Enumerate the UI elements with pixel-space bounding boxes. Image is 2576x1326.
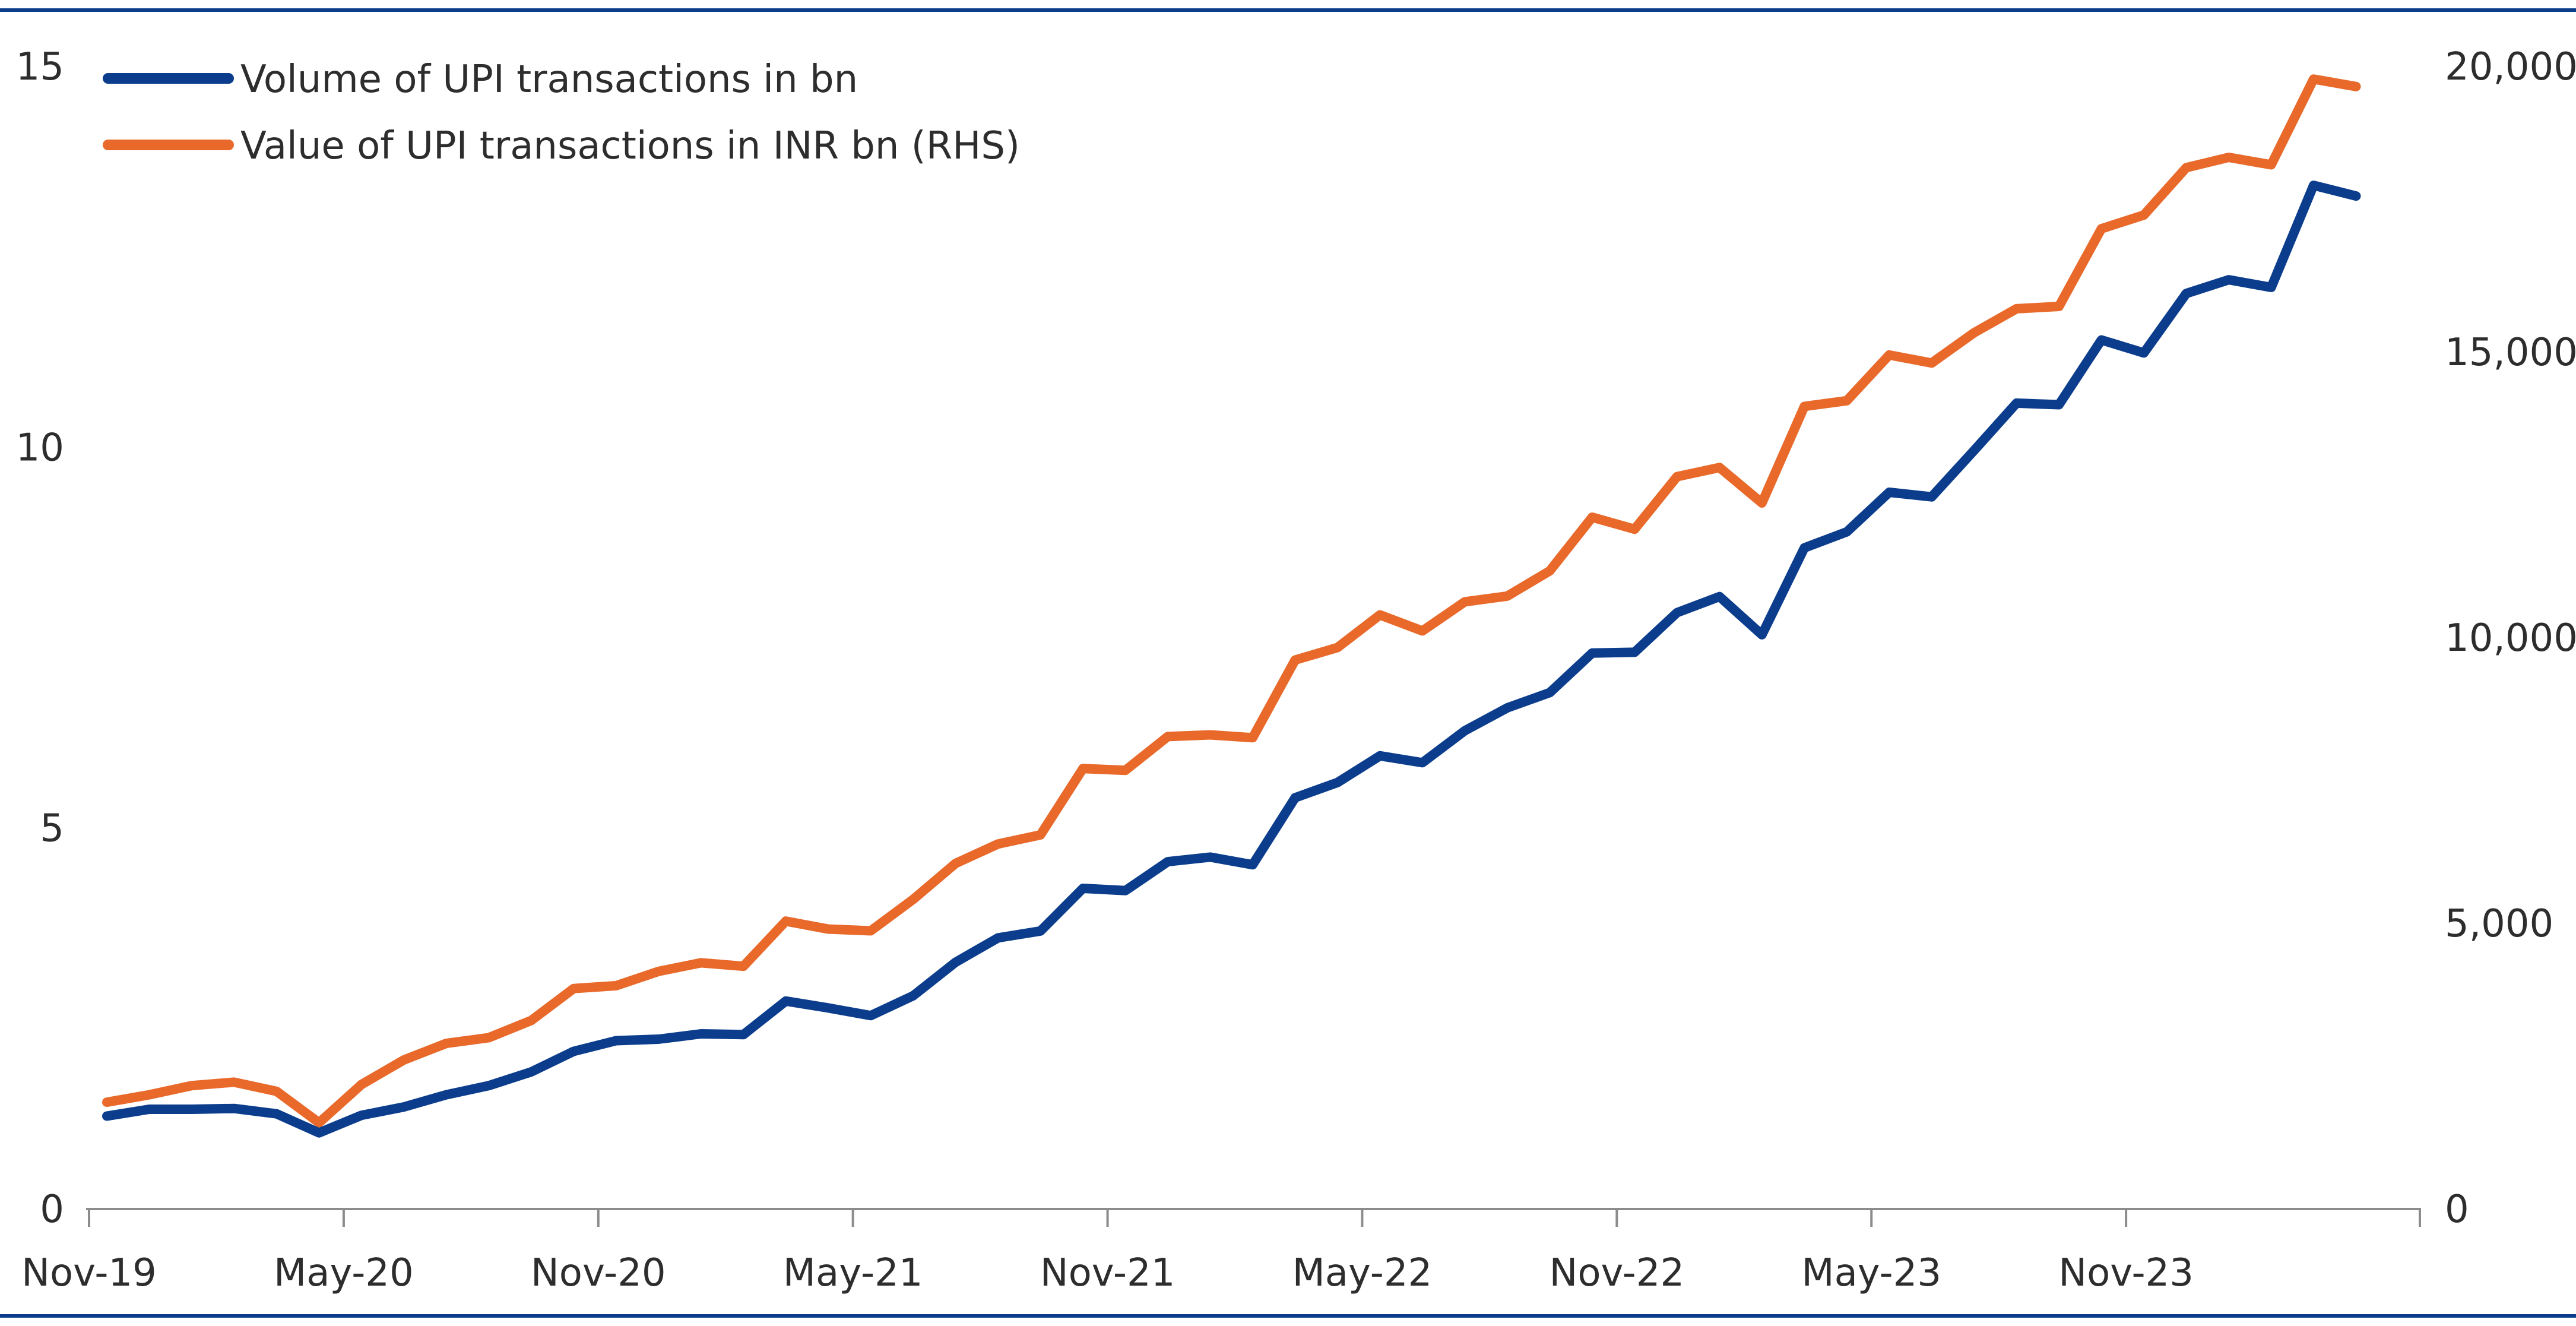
y-right-tick-label: 0 <box>2445 1188 2469 1232</box>
axes-layer: Nov-19 May-20 Nov-20 May-21 Nov-21 May-22 Nov-… <box>16 45 2576 1295</box>
x-tick-label: Nov-20 <box>531 1251 666 1295</box>
x-tick-label: Nov-23 <box>2058 1251 2194 1295</box>
y-left-tick-label: 10 <box>16 426 64 470</box>
y-right-tick-label: 20,000 <box>2445 45 2576 89</box>
y-right-tick-label: 5,000 <box>2445 902 2553 946</box>
x-tick-label: May-23 <box>1801 1251 1941 1295</box>
series-line-value <box>102 74 2361 1128</box>
x-tick-label: May-22 <box>1292 1251 1433 1295</box>
series-line-volume <box>102 181 2361 1138</box>
x-tick-label: Nov-21 <box>1040 1251 1175 1295</box>
y-left-tick-label: 15 <box>16 45 64 89</box>
legend-label-value: Value of UPI transactions in INR bn (RHS… <box>240 124 1020 168</box>
y-right-tick-label: 10,000 <box>2445 616 2576 660</box>
x-tick-label: May-21 <box>783 1251 923 1295</box>
x-tick-label: Nov-22 <box>1549 1251 1684 1295</box>
y-left-tick-label: 0 <box>40 1188 64 1232</box>
y-left-tick-label: 5 <box>40 807 64 851</box>
series-layer <box>102 74 2361 1138</box>
y-right-tick-label: 15,000 <box>2445 331 2576 375</box>
legend: Volume of UPI transactions in bn Value o… <box>103 58 1020 168</box>
x-tick-label: Nov-19 <box>21 1251 157 1295</box>
legend-label-volume: Volume of UPI transactions in bn <box>240 58 858 102</box>
x-tick-label: May-20 <box>274 1251 414 1295</box>
